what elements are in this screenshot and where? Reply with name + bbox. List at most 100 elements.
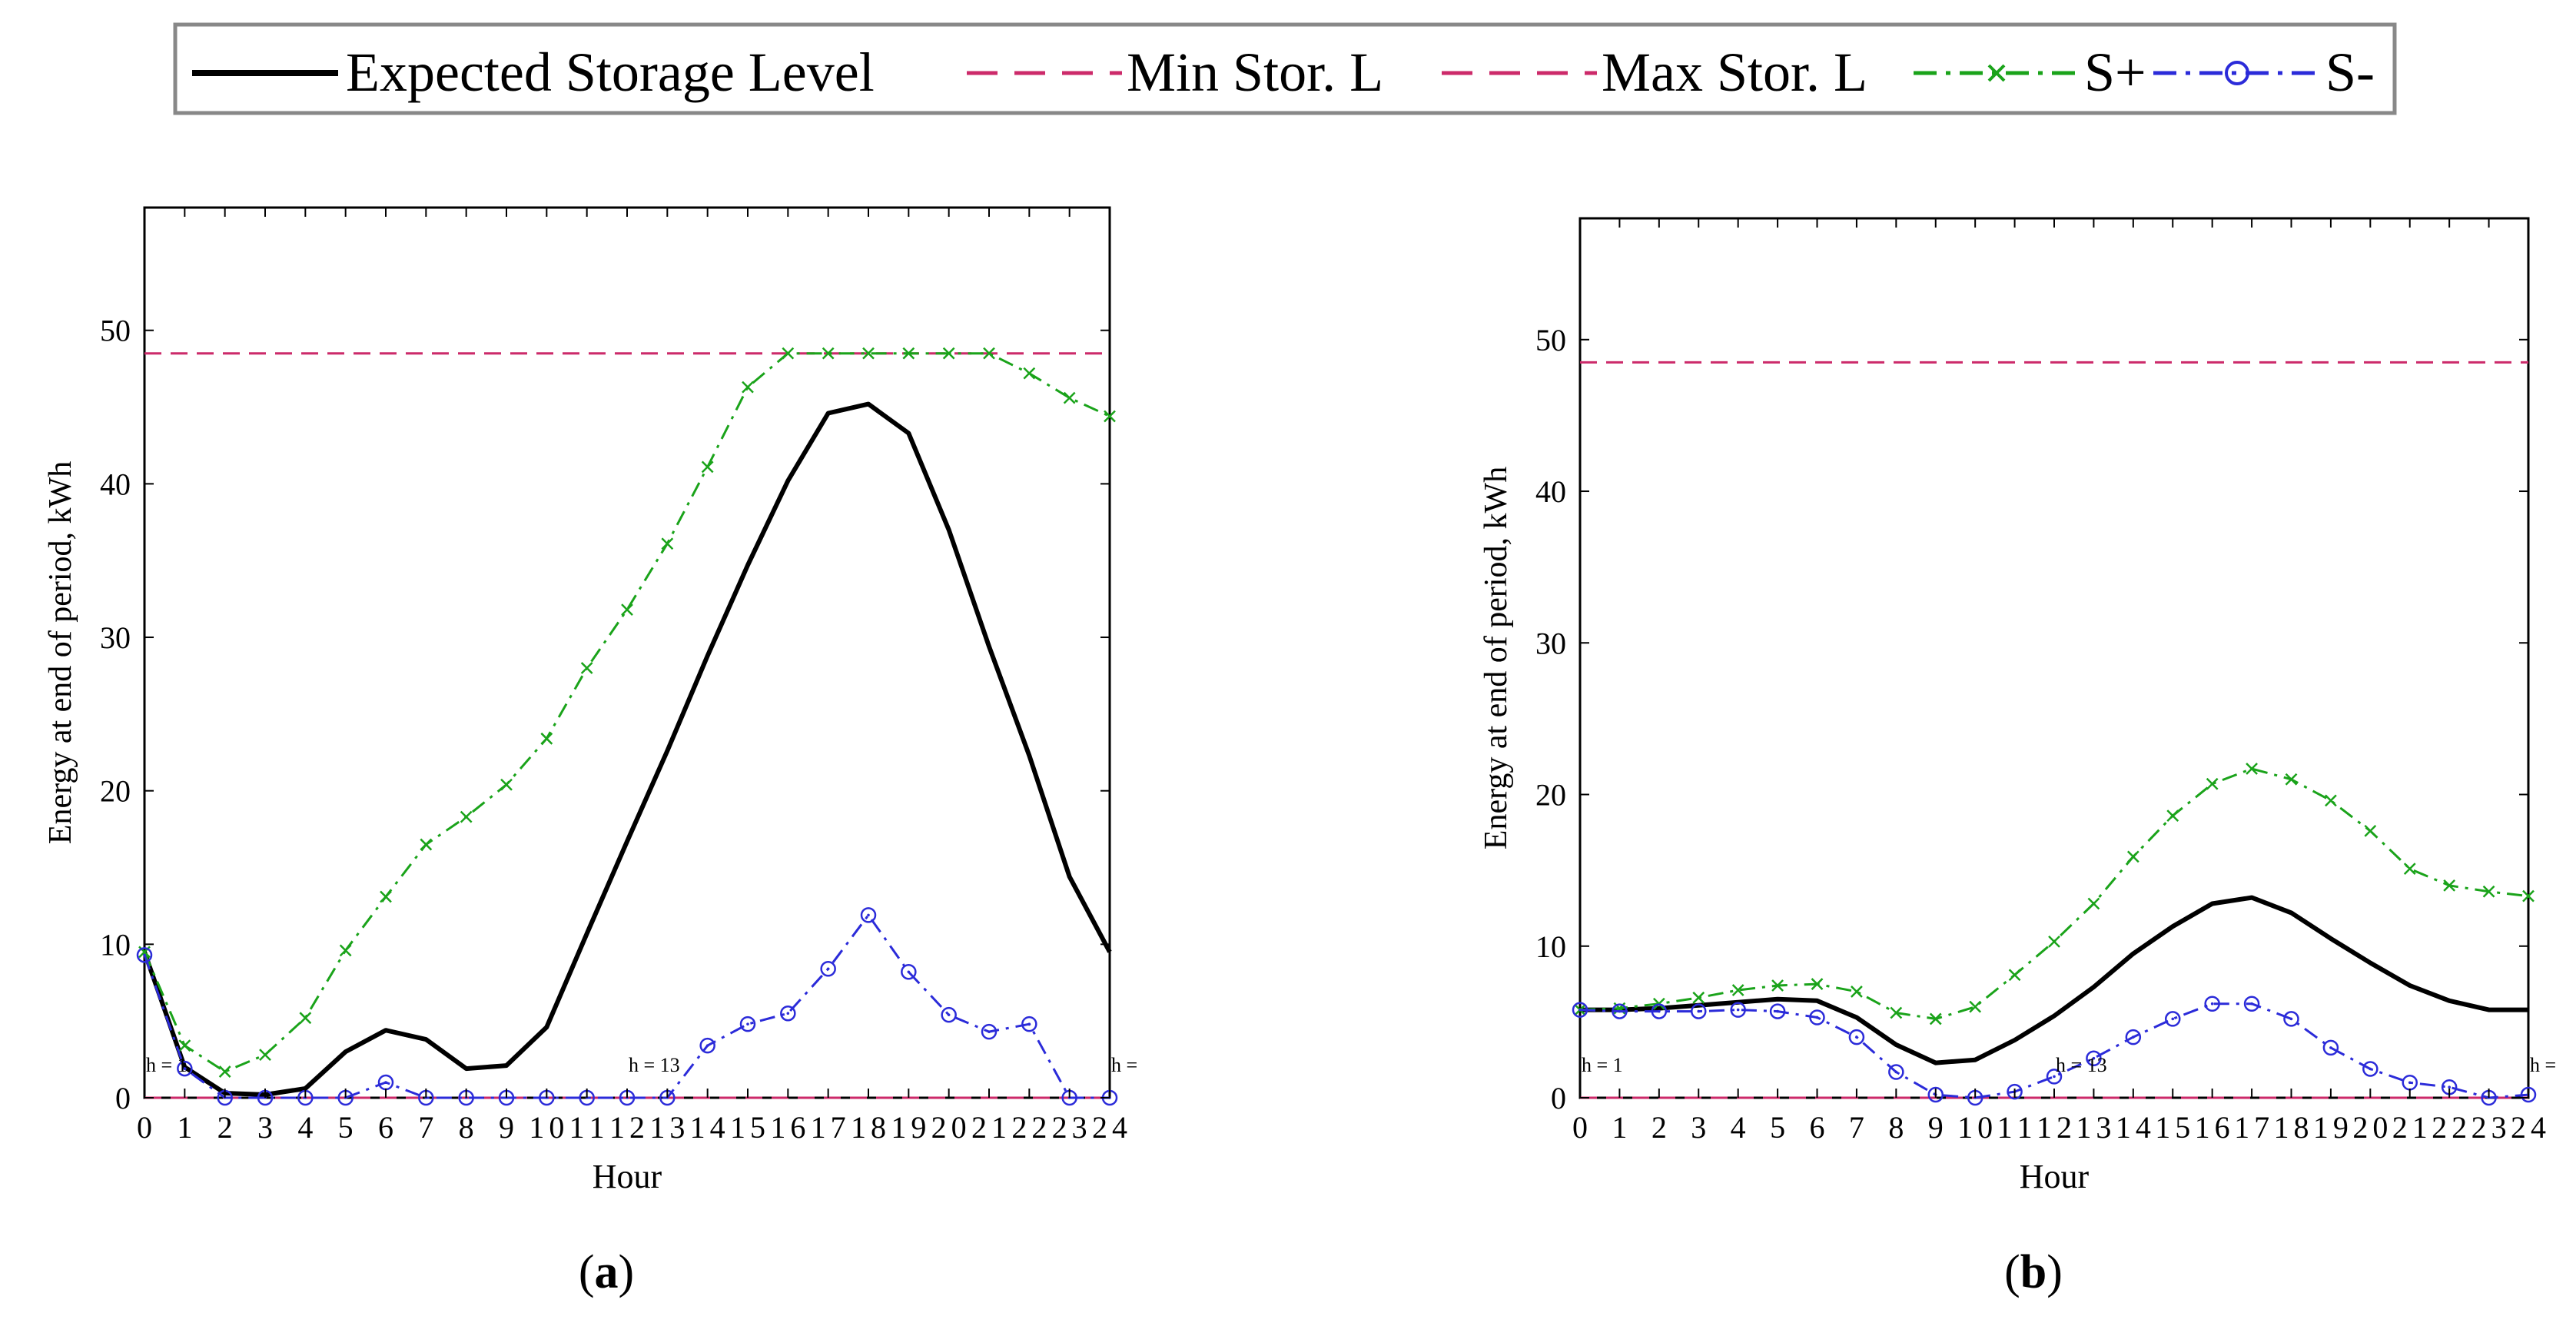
x-tick-label-a-15: 15 (730, 1110, 765, 1145)
x-tick-label-b-10: 10 (1957, 1110, 1993, 1145)
data-point-s-a-18 (860, 907, 877, 923)
x-tick-label-b-11: 11 (1997, 1110, 2033, 1145)
data-point-s-a-3 (259, 1049, 271, 1061)
data-point-s-a-21 (981, 1023, 998, 1040)
data-point-center-s-a-18 (867, 913, 870, 917)
data-point-s-a-5 (339, 944, 352, 957)
data-point-s-b-8 (1890, 1006, 1903, 1019)
data-point-s-a-24 (1104, 410, 1116, 423)
data-point-s-b-9 (1927, 1086, 1944, 1103)
y-tick-label-b-10: 10 (1535, 929, 1566, 964)
data-point-center-s-a-17 (826, 967, 830, 971)
data-point-s-a-20 (941, 1006, 957, 1023)
data-point-s-a-17 (820, 961, 836, 977)
annotation-a-1: h = 13 (629, 1054, 680, 1076)
y-tick-label-a-50: 50 (100, 314, 131, 348)
data-point-center-s-b-4 (1736, 1008, 1740, 1012)
data-point-center-s-b-1 (1618, 1009, 1622, 1013)
x-tick-label-a-12: 12 (609, 1110, 645, 1145)
x-tick-label-b-23: 23 (2471, 1110, 2507, 1145)
legend-label-expected: Expected Storage Level (346, 42, 875, 103)
data-point-s-a-18 (862, 347, 875, 360)
x-tick-label-a-9: 9 (499, 1110, 514, 1145)
y-axis-label-a: Energy at end of period, kWh (43, 461, 78, 844)
data-point-center-s-b-15 (2171, 1017, 2175, 1021)
y-tick-label-a-0: 0 (115, 1081, 131, 1115)
x-tick-label-a-11: 11 (569, 1110, 605, 1145)
data-point-s-a-19 (901, 964, 917, 980)
data-point-s-a-23 (1063, 391, 1076, 404)
data-point-s-a-22 (1023, 367, 1036, 380)
data-point-center-s-b-16 (2210, 1002, 2214, 1006)
x-tick-label-a-1: 1 (177, 1110, 192, 1145)
data-point-s-b-0 (1572, 1002, 1588, 1018)
data-point-s-b-13 (2086, 1050, 2102, 1066)
x-tick-label-b-13: 13 (2076, 1110, 2111, 1145)
data-point-center-s-a-15 (746, 1022, 749, 1025)
data-point-s-a-11 (580, 662, 593, 674)
x-tick-label-a-21: 21 (971, 1110, 1007, 1145)
x-tick-label-b-15: 15 (2155, 1110, 2190, 1145)
legend-entry-sminus: S- (2153, 42, 2375, 103)
panel-label-a: (a) (579, 1246, 634, 1298)
data-point-s-b-1 (1612, 1003, 1628, 1019)
data-point-s-a-7 (420, 838, 433, 851)
data-point-s-a-21 (983, 347, 995, 360)
data-point-s-b-16 (2206, 777, 2219, 790)
x-tick-label-b-2: 2 (1651, 1110, 1667, 1145)
data-point-s-b-11 (2007, 1083, 2023, 1100)
data-point-center-s-a-1 (183, 1067, 187, 1070)
data-point-s-a-15 (742, 381, 754, 394)
data-point-center-s-b-8 (1894, 1070, 1898, 1074)
data-point-s-b-3 (1691, 1003, 1707, 1019)
x-tick-label-a-7: 7 (418, 1110, 433, 1145)
data-point-s-a-2 (218, 1065, 231, 1078)
legend: Expected Storage Level Min Stor. L Max S… (173, 22, 2397, 115)
data-point-s-a-10 (540, 732, 553, 745)
x-tick-label-b-12: 12 (2037, 1110, 2072, 1145)
y-axis-label-b: Energy at end of period, kWh (1479, 467, 1514, 849)
annotation-b-1: h = 13 (2056, 1054, 2107, 1076)
x-tick-label-a-23: 23 (1052, 1110, 1087, 1145)
data-point-center-s-a-22 (1027, 1022, 1031, 1025)
data-point-s-b-9 (1929, 1012, 1942, 1025)
x-tick-label-a-14: 14 (690, 1110, 725, 1145)
x-tick-label-b-20: 20 (2352, 1110, 2388, 1145)
annotation-a-2: h = (1111, 1054, 1137, 1076)
legend-label-max: Max Stor. L (1602, 42, 1867, 103)
x-tick-label-b-0: 0 (1572, 1110, 1588, 1145)
data-point-center-s-b-14 (2132, 1035, 2135, 1039)
data-point-s-b-12 (2046, 1069, 2063, 1085)
data-point-s-b-19 (2325, 794, 2337, 807)
data-point-center-s-a-6 (384, 1081, 387, 1084)
data-point-s-a-19 (902, 347, 915, 360)
data-point-s-b-17 (2246, 763, 2258, 775)
data-point-s-b-2 (1651, 1003, 1668, 1019)
y-tick-label-b-50: 50 (1535, 323, 1566, 357)
legend-label-sminus: S- (2325, 42, 2375, 103)
data-point-center-s-b-22 (2448, 1085, 2451, 1089)
legend-label-min: Min Stor. L (1127, 42, 1383, 103)
data-point-s-a-4 (299, 1012, 312, 1025)
x-tick-label-a-5: 5 (338, 1110, 354, 1145)
x-tick-label-b-1: 1 (1612, 1110, 1627, 1145)
x-tick-label-a-4: 4 (297, 1110, 313, 1145)
x-tick-label-a-13: 13 (649, 1110, 685, 1145)
x-tick-label-a-22: 22 (1011, 1110, 1047, 1145)
data-point-s-b-18 (2285, 773, 2298, 786)
x-tick-label-a-17: 17 (811, 1110, 846, 1145)
x-tick-label-b-4: 4 (1731, 1110, 1746, 1145)
x-tick-label-a-2: 2 (217, 1110, 233, 1145)
data-point-s-a-1 (178, 1039, 191, 1052)
data-point-center-s-b-20 (2369, 1067, 2372, 1071)
data-point-s-b-6 (1811, 978, 1824, 990)
data-point-center-s-a-19 (907, 970, 911, 974)
x-tick-label-b-14: 14 (2116, 1110, 2151, 1145)
data-point-s-b-18 (2283, 1011, 2299, 1027)
data-point-center-s-b-7 (1855, 1035, 1858, 1039)
annotation-b-2: h = (2530, 1054, 2556, 1076)
data-point-s-b-11 (2008, 969, 2021, 982)
